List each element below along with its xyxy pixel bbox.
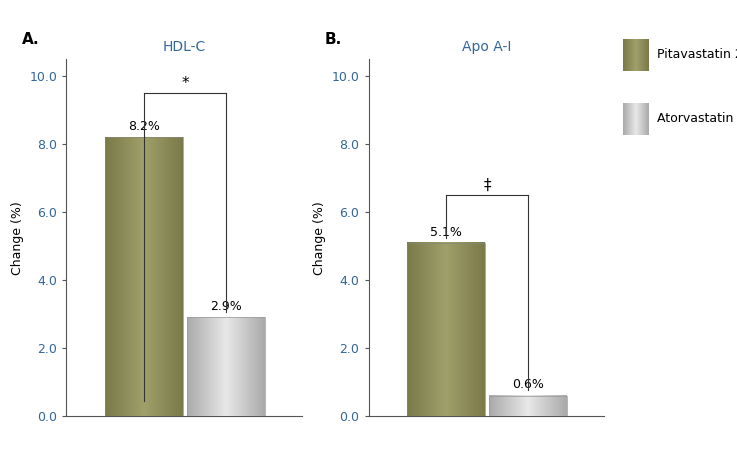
Title: Apo A-I: Apo A-I	[462, 40, 511, 54]
Bar	[187, 318, 265, 416]
Text: Atorvastatin 10 mg: Atorvastatin 10 mg	[657, 112, 737, 125]
Title: HDL-C: HDL-C	[163, 40, 206, 54]
Text: 2.9%: 2.9%	[211, 300, 242, 314]
Bar	[408, 243, 486, 416]
Text: B.: B.	[324, 32, 341, 47]
Text: ‡: ‡	[483, 177, 491, 192]
Text: A.: A.	[22, 32, 40, 47]
Bar	[105, 138, 184, 416]
Text: Pitavastatin 2 mg: Pitavastatin 2 mg	[657, 48, 737, 61]
Text: *: *	[181, 76, 189, 90]
Bar	[489, 395, 567, 416]
Text: 5.1%: 5.1%	[430, 226, 462, 239]
Y-axis label: Change (%): Change (%)	[313, 201, 326, 275]
Y-axis label: Change (%): Change (%)	[11, 201, 24, 275]
Text: 0.6%: 0.6%	[512, 378, 545, 392]
Text: 8.2%: 8.2%	[128, 120, 160, 133]
